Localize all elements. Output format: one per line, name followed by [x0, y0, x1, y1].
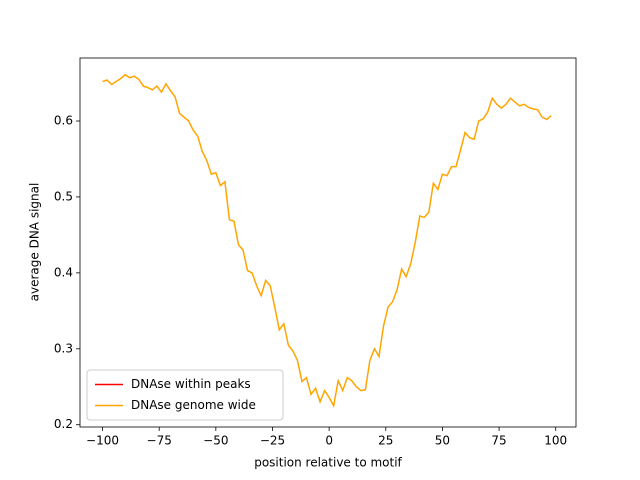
x-tick-label: 25: [378, 434, 393, 448]
legend-label: DNAse within peaks: [131, 377, 251, 391]
x-tick-label: 0: [325, 434, 333, 448]
x-axis-label: position relative to motif: [254, 456, 402, 470]
y-tick-label: 0.5: [54, 189, 73, 203]
x-tick-label: 100: [544, 434, 567, 448]
data-line: [102, 73, 552, 408]
x-tick-label: −50: [203, 434, 228, 448]
legend-box: [86, 369, 284, 421]
legend: DNAse within peaks DNAse genome wide: [86, 369, 284, 421]
x-tick-label: −75: [147, 434, 172, 448]
x-tick-label: 75: [491, 434, 506, 448]
y-axis-label: average DNA signal: [28, 183, 42, 302]
x-tick-label: −25: [260, 434, 285, 448]
y-tick-label: 0.3: [54, 341, 73, 355]
y-tick-label: 0.2: [54, 417, 73, 431]
y-tick-label: 0.6: [54, 114, 73, 128]
legend-label: DNAse genome wide: [131, 398, 256, 412]
x-tick-label: −100: [86, 434, 119, 448]
y-tick-label: 0.4: [54, 265, 73, 279]
x-tick-label: 50: [435, 434, 450, 448]
plot-frame: [79, 57, 577, 428]
